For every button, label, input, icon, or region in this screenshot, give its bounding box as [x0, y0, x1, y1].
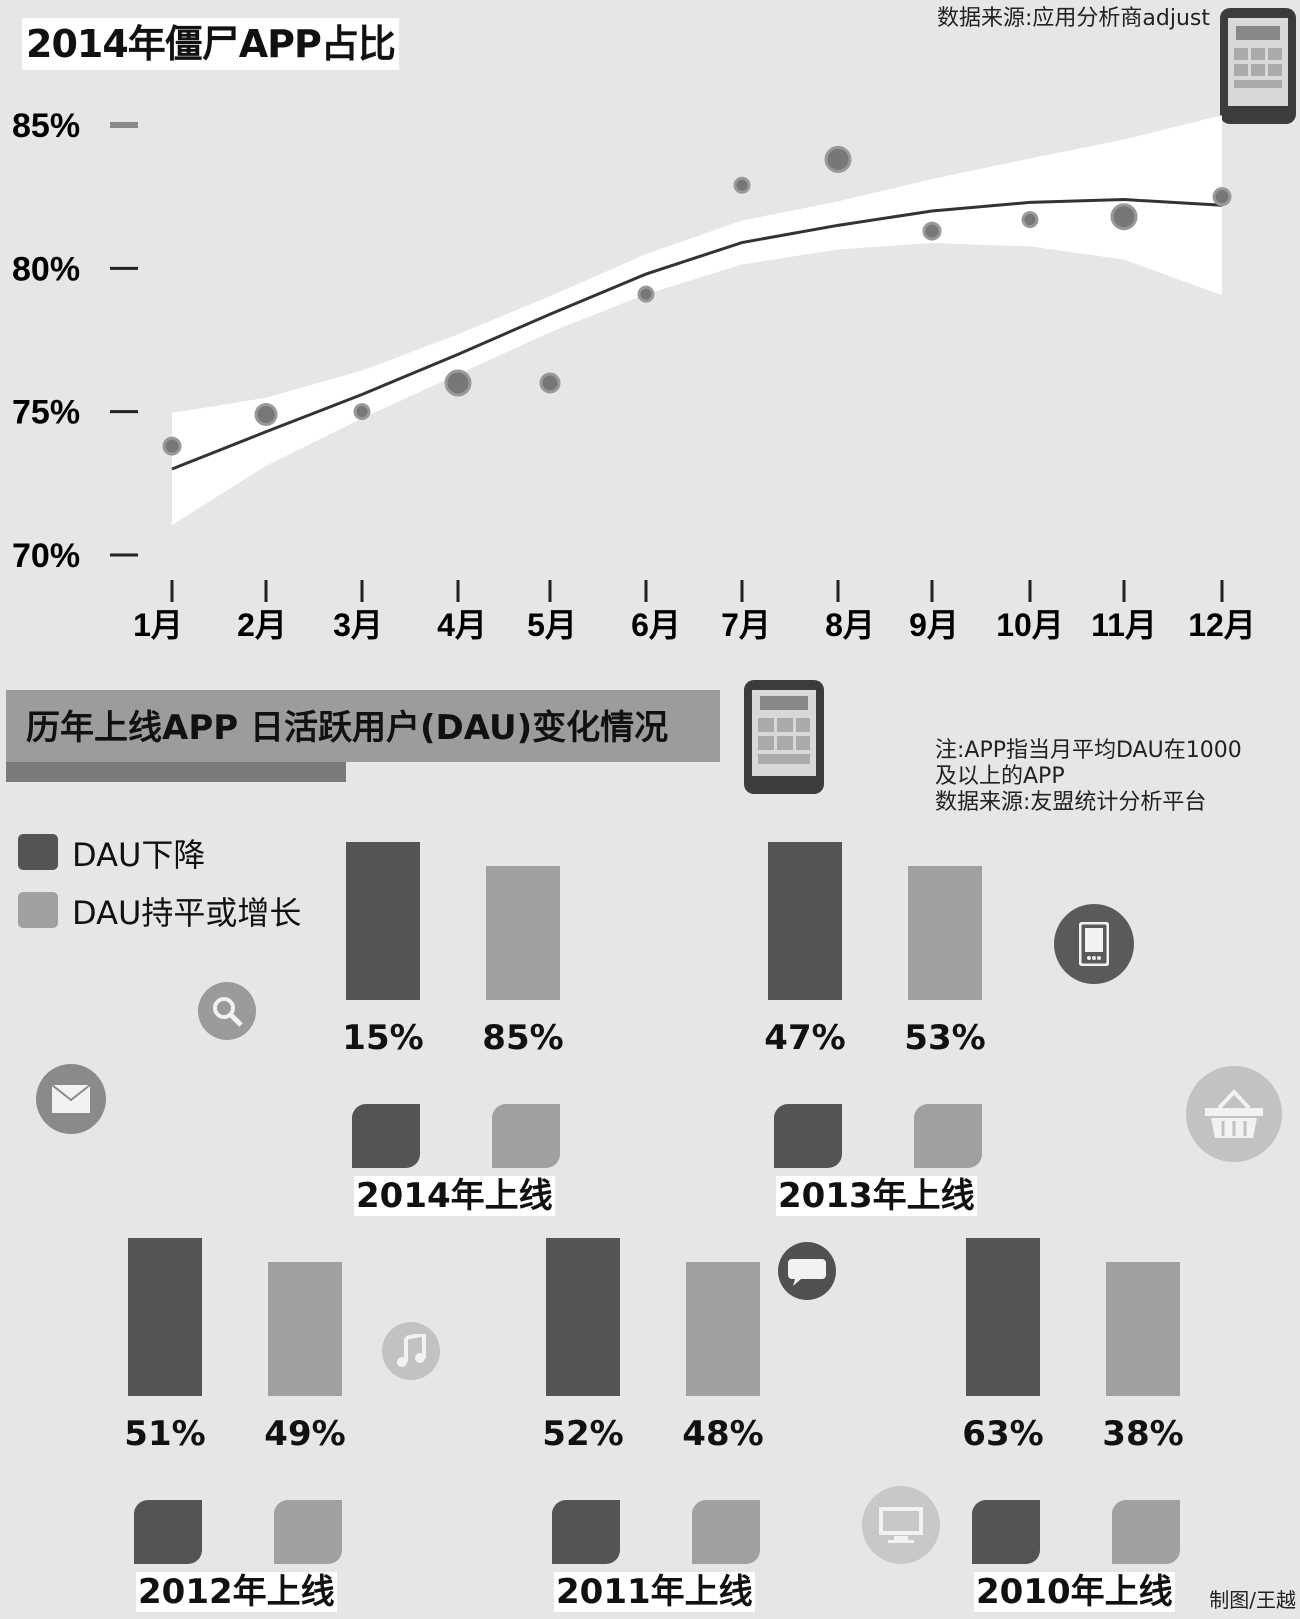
phone-icon — [744, 680, 824, 794]
data-point — [637, 285, 655, 303]
chart1-source: 数据来源:应用分析商adjust — [936, 6, 1210, 31]
x-tick-label: 2月 — [237, 607, 287, 643]
data-point — [444, 369, 472, 397]
pct-label-down: 63% — [962, 1414, 1044, 1454]
x-tick-label: 9月 — [909, 607, 959, 643]
chart1-title: 2014年僵尸APP占比 — [22, 18, 399, 70]
section-banner — [6, 690, 720, 762]
swatch-down — [552, 1500, 620, 1564]
mobile-icon — [1054, 904, 1134, 984]
data-point — [733, 176, 751, 194]
chat-icon — [778, 1242, 836, 1300]
y-tick-label: 80% — [12, 250, 80, 288]
data-point — [254, 403, 278, 427]
x-tick-label: 10月 — [996, 607, 1064, 643]
bar-down — [546, 1238, 620, 1396]
pct-label-flat: 38% — [1102, 1414, 1184, 1454]
y-tick-label: 70% — [12, 537, 80, 575]
x-tick-label: 1月 — [133, 607, 183, 643]
chart2-note: 注:APP指当月平均DAU在1000 及以上的APP 数据来源:友盟统计分析平台 — [935, 738, 1242, 816]
pct-label-flat: 85% — [482, 1018, 564, 1058]
y-tick-label: 75% — [12, 394, 80, 432]
bar-flat-or-up — [486, 866, 560, 1000]
pct-label-flat: 49% — [264, 1414, 346, 1454]
year-label: 2012年上线 — [136, 1572, 337, 1612]
swatch-down — [352, 1104, 420, 1168]
year-label: 2011年上线 — [554, 1572, 755, 1612]
scatter-chart: 85% 80% 75% 70% 1月 2月 3月 4月 5月 6月 7月 8月 9月 10月 11月 12月 — [12, 107, 1256, 643]
pct-label-down: 51% — [124, 1414, 206, 1454]
phone-icon — [1220, 8, 1296, 124]
mail-icon — [36, 1064, 106, 1134]
pct-label-flat: 48% — [682, 1414, 764, 1454]
swatch-flat — [492, 1104, 560, 1168]
year-label: 2014年上线 — [354, 1176, 555, 1216]
x-tick-label: 12月 — [1188, 607, 1256, 643]
x-tick-label: 8月 — [825, 607, 875, 643]
bar-down — [768, 842, 842, 1000]
year-label: 2010年上线 — [974, 1572, 1175, 1612]
source-line: 数据来源:友盟统计分析平台 — [935, 790, 1207, 815]
basket-icon — [1186, 1066, 1282, 1162]
note-line: 注:APP指当月平均DAU在1000 — [935, 738, 1242, 763]
trend-line — [171, 198, 1223, 471]
x-tick-label: 11月 — [1091, 607, 1157, 643]
trend-confidence-band — [172, 115, 1222, 525]
chart2-title: 历年上线APP 日活跃用户(DAU)变化情况 — [26, 708, 669, 748]
x-tick-label: 3月 — [333, 607, 383, 643]
swatch-flat — [914, 1104, 982, 1168]
year-label: 2013年上线 — [776, 1176, 977, 1216]
data-point — [353, 403, 371, 421]
section-banner-shadow — [6, 758, 346, 782]
search-icon — [198, 982, 256, 1040]
pct-label-down: 52% — [542, 1414, 624, 1454]
swatch-flat — [1112, 1500, 1180, 1564]
x-tick-label: 6月 — [631, 607, 681, 643]
music-icon — [382, 1322, 440, 1380]
note-line: 及以上的APP — [935, 764, 1065, 789]
data-point — [1110, 203, 1138, 231]
legend-label-flat: DAU持平或增长 — [72, 894, 302, 932]
bar-flat-or-up — [1106, 1262, 1180, 1396]
pct-label-down: 47% — [764, 1018, 846, 1058]
swatch-flat — [692, 1500, 760, 1564]
bar-flat-or-up — [686, 1262, 760, 1396]
x-tick-label: 7月 — [721, 607, 771, 643]
x-tick-label: 5月 — [527, 607, 577, 643]
bar-down — [346, 842, 420, 1000]
y-tick-label: 85% — [12, 107, 80, 145]
legend-swatch-down — [18, 834, 58, 870]
pct-label-flat: 53% — [904, 1018, 986, 1058]
pct-label-down: 15% — [342, 1018, 424, 1058]
data-point — [922, 221, 942, 241]
bar-flat-or-up — [268, 1262, 342, 1396]
legend-label-down: DAU下降 — [72, 836, 206, 874]
data-point — [162, 436, 182, 456]
bar-down — [966, 1238, 1040, 1396]
bar-flat-or-up — [908, 866, 982, 1000]
swatch-down — [972, 1500, 1040, 1564]
swatch-down — [774, 1104, 842, 1168]
swatch-down — [134, 1500, 202, 1564]
bar-down — [128, 1238, 202, 1396]
credit: 制图/王越 — [1209, 1588, 1296, 1612]
monitor-icon — [862, 1486, 940, 1564]
data-point — [539, 372, 561, 394]
swatch-flat — [274, 1500, 342, 1564]
legend-swatch-flat — [18, 892, 58, 928]
data-point — [1212, 187, 1232, 207]
data-point — [1021, 211, 1039, 229]
x-tick-label: 4月 — [437, 607, 487, 643]
data-point — [824, 145, 852, 173]
